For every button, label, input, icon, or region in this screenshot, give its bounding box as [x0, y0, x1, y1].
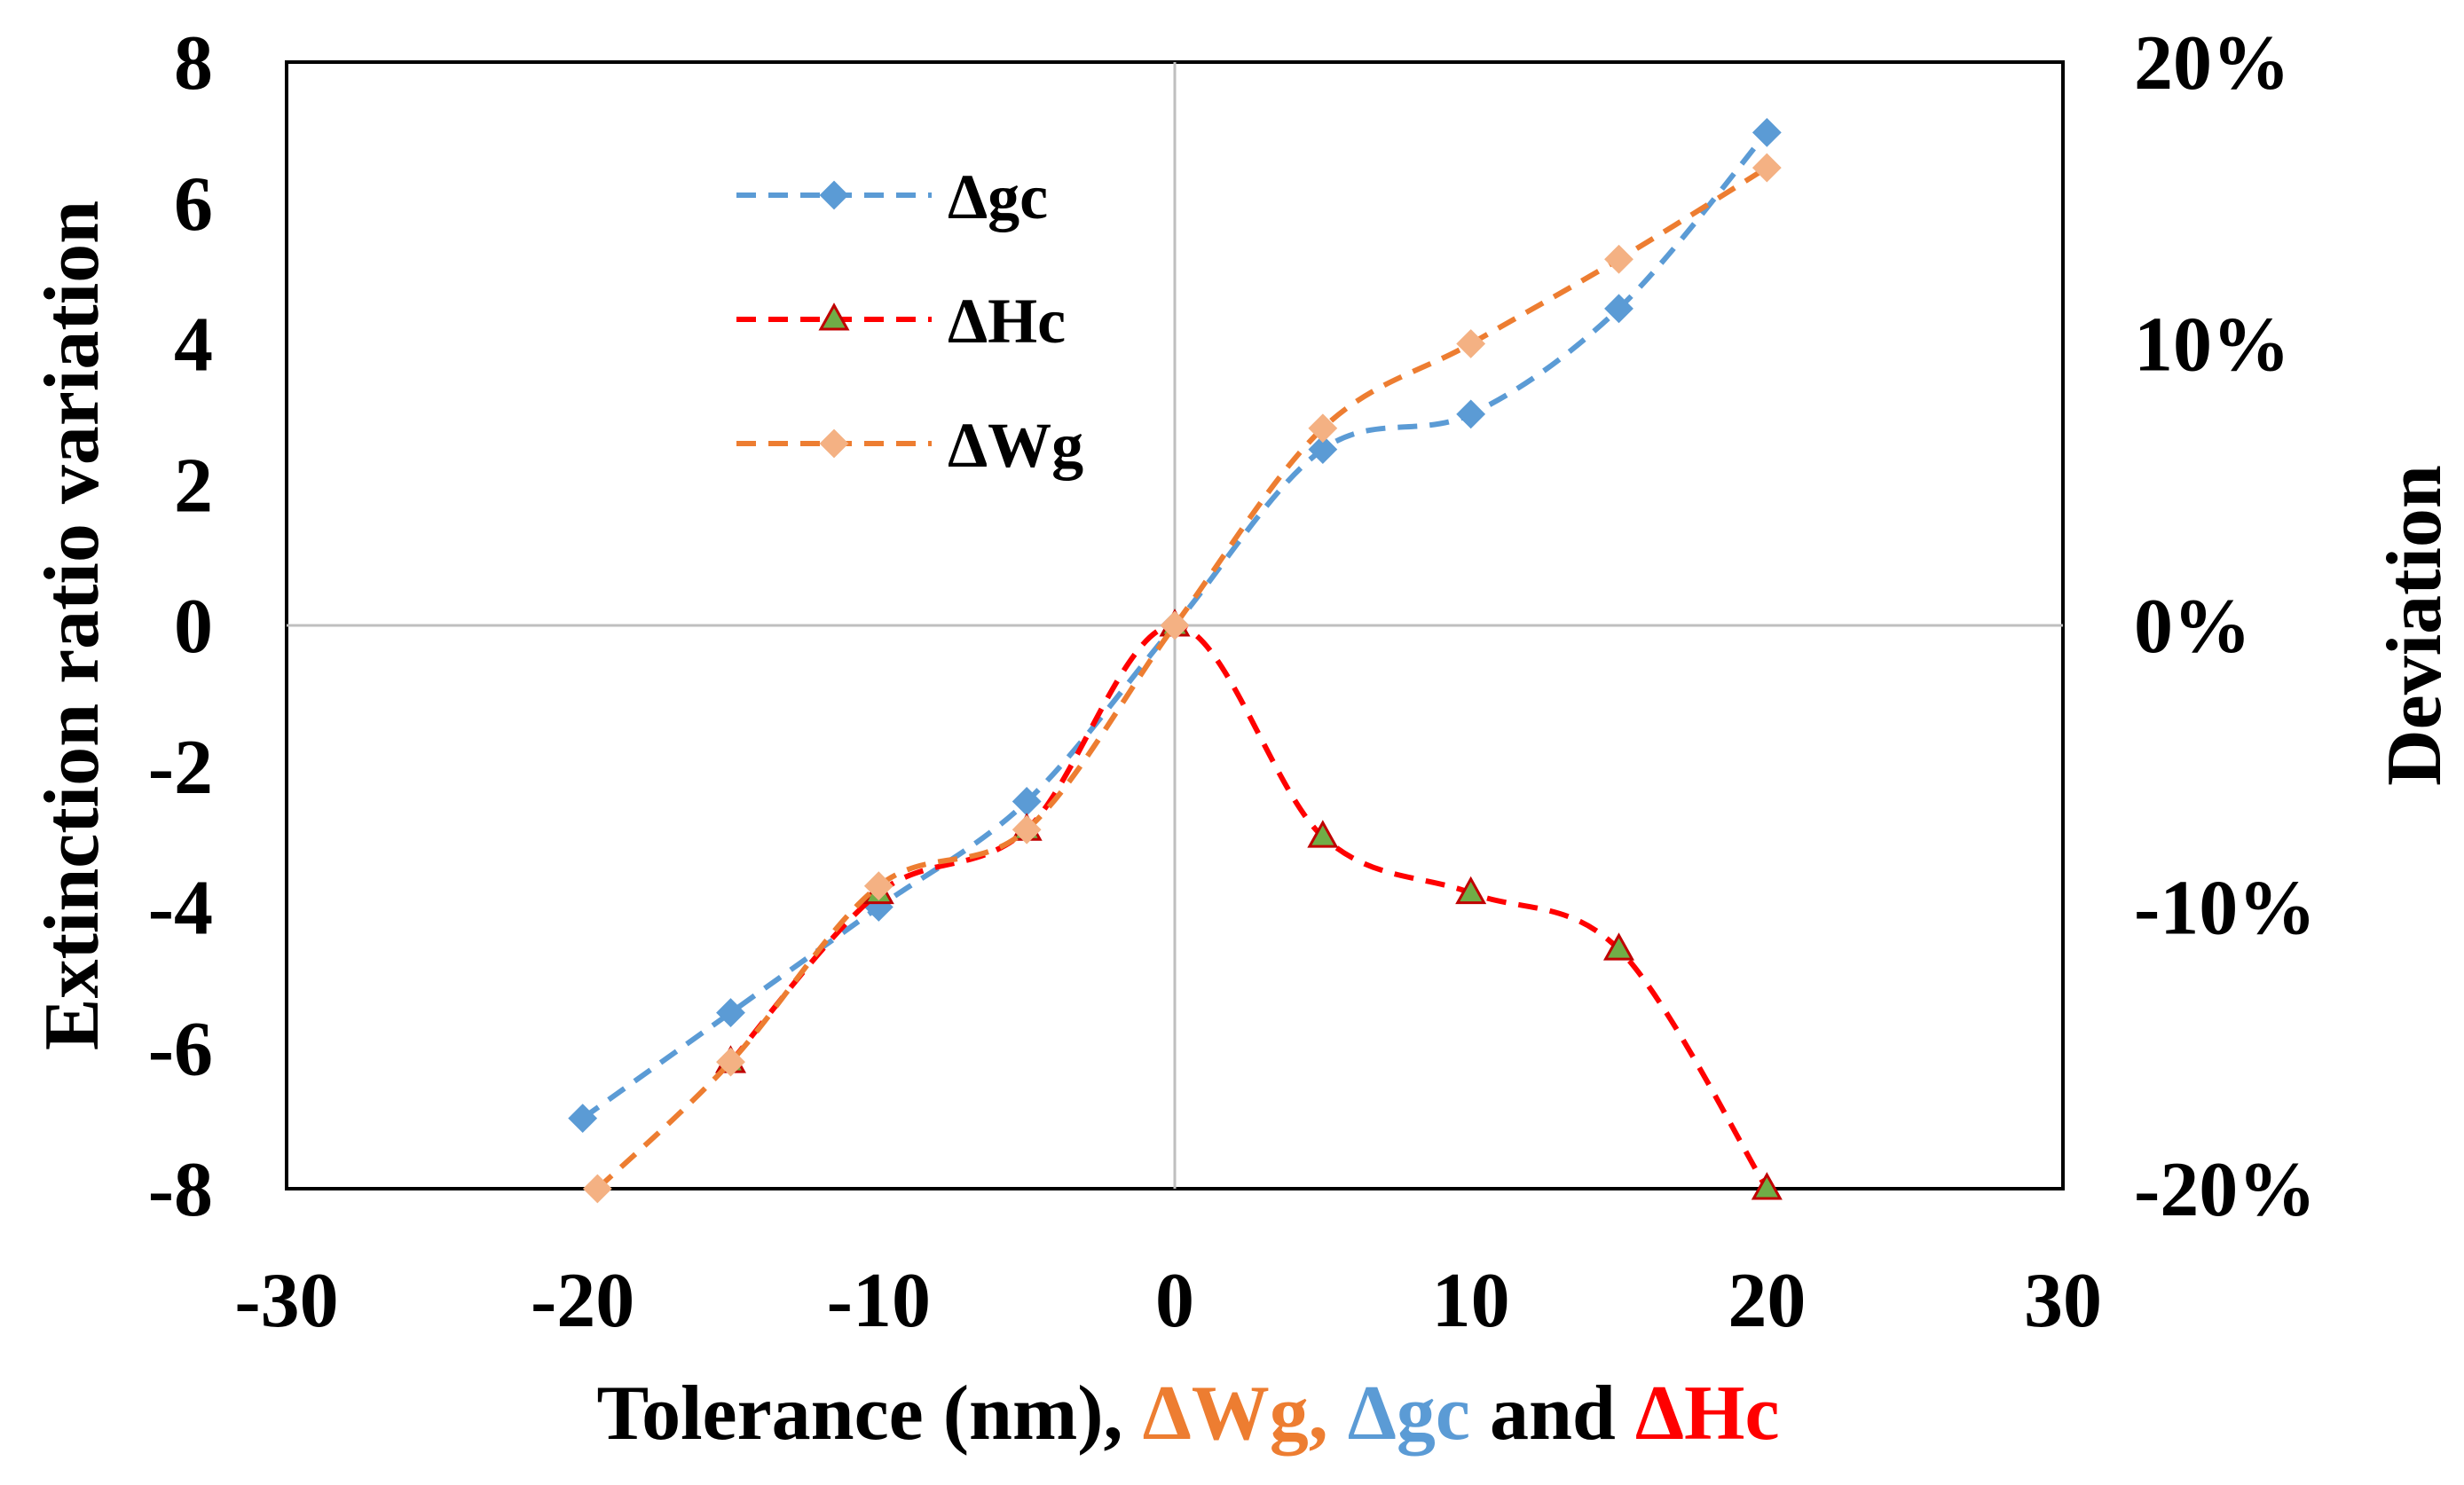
data-point — [1752, 153, 1782, 183]
y-tick-label: 2 — [174, 443, 213, 529]
y-tick-label: -8 — [148, 1147, 213, 1233]
y2-tick-label: 20% — [2134, 20, 2290, 106]
data-point — [1308, 435, 1338, 464]
legend-label: Δgc — [948, 161, 1048, 232]
data-point — [1012, 814, 1042, 845]
y2-tick-label: 0% — [2134, 584, 2251, 670]
x-tick-label: 10 — [1432, 1258, 1510, 1344]
legend: Δgc ΔHc ΔWg — [736, 161, 1083, 481]
data-point — [1308, 413, 1338, 444]
x-axis-label-part: ΔWg — [1143, 1371, 1309, 1457]
x-tick-label: -10 — [827, 1258, 931, 1344]
y2-axis-label: Deviation — [2372, 465, 2458, 786]
x-axis-label-part: , — [1309, 1371, 1348, 1457]
data-point — [716, 1047, 745, 1077]
y-tick-label: 0 — [174, 584, 213, 670]
data-point — [1160, 610, 1190, 640]
y2-tick-label: -20% — [2134, 1147, 2316, 1233]
legend-marker — [818, 302, 850, 331]
series-layer — [568, 117, 1783, 1204]
data-point — [568, 1104, 598, 1134]
data-point — [1752, 117, 1782, 147]
y-tick-label: 6 — [174, 161, 213, 248]
x-axis-label-part: ΔHc — [1635, 1371, 1780, 1457]
x-axis-label-part: and — [1470, 1371, 1635, 1457]
x-tick-label: 0 — [1155, 1258, 1194, 1344]
y-tick-label: 4 — [174, 302, 213, 389]
y-tick-label: -2 — [148, 725, 213, 811]
y-axis-label: Extinction ratio variation — [29, 200, 115, 1050]
series-line — [595, 165, 1768, 1191]
y2-tick-label: -10% — [2134, 866, 2316, 952]
data-point — [716, 998, 745, 1027]
legend-label: ΔWg — [948, 410, 1083, 481]
y2-tick-label: 10% — [2134, 302, 2290, 389]
data-point — [863, 871, 893, 901]
x-axis-label-part: Tolerance (nm), — [596, 1371, 1142, 1457]
legend-marker — [819, 180, 849, 210]
y2-axis-ticks: -20% -10% 0% 10% 20% — [2134, 20, 2316, 1233]
y-tick-label: -4 — [148, 866, 213, 952]
x-axis-label-part: Δgc — [1348, 1371, 1470, 1457]
data-point — [1456, 399, 1486, 429]
x-axis-ticks: -30 -20 -10 0 10 20 30 — [234, 1258, 2102, 1344]
legend-label: ΔHc — [948, 286, 1066, 357]
legend-marker — [819, 428, 849, 459]
x-tick-label: 20 — [1728, 1258, 1806, 1344]
data-point — [1604, 244, 1633, 274]
y-tick-label: 8 — [174, 20, 213, 106]
data-point — [1307, 820, 1339, 848]
data-point — [1604, 294, 1633, 324]
data-point — [1455, 876, 1487, 905]
data-point — [1456, 329, 1486, 358]
series-2 — [582, 153, 1782, 1204]
x-tick-label: -20 — [531, 1258, 634, 1344]
x-tick-label: -30 — [234, 1258, 338, 1344]
y-axis-ticks: -8 -6 -4 -2 0 2 4 6 8 — [148, 20, 213, 1233]
data-point — [582, 1174, 612, 1204]
data-point — [1602, 932, 1635, 961]
data-point — [1751, 1172, 1783, 1200]
y-tick-label: -6 — [148, 1006, 213, 1092]
x-axis-label: Tolerance (nm), ΔWg, Δgc and ΔHc — [596, 1371, 1779, 1457]
x-tick-label: 30 — [2024, 1258, 2102, 1344]
